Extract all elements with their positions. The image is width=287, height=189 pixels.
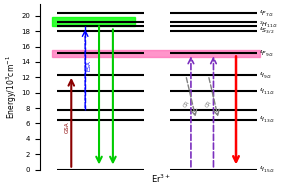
Text: ESA: ESA	[87, 60, 92, 71]
Text: GSA: GSA	[65, 122, 70, 133]
Text: $^4I_{15/2}$: $^4I_{15/2}$	[259, 165, 276, 174]
Text: CR: CR	[205, 100, 213, 109]
Y-axis label: Energy/10$^3$cm$^{-1}$: Energy/10$^3$cm$^{-1}$	[4, 55, 19, 119]
Text: $^2H_{11/2}$: $^2H_{11/2}$	[259, 19, 278, 29]
Text: $^4S_{3/2}$: $^4S_{3/2}$	[259, 26, 275, 35]
Text: $^4F_{9/2}$: $^4F_{9/2}$	[259, 49, 274, 58]
FancyArrow shape	[52, 17, 135, 26]
X-axis label: Er$^{3+}$: Er$^{3+}$	[152, 172, 172, 185]
Text: $^4F_{7/2}$: $^4F_{7/2}$	[259, 9, 274, 18]
Text: $^4I_{9/2}$: $^4I_{9/2}$	[259, 70, 273, 80]
Text: $^4I_{13/2}$: $^4I_{13/2}$	[259, 115, 276, 124]
Text: $^4I_{11/2}$: $^4I_{11/2}$	[259, 86, 276, 96]
FancyArrow shape	[52, 50, 260, 57]
Text: CR: CR	[182, 100, 191, 109]
